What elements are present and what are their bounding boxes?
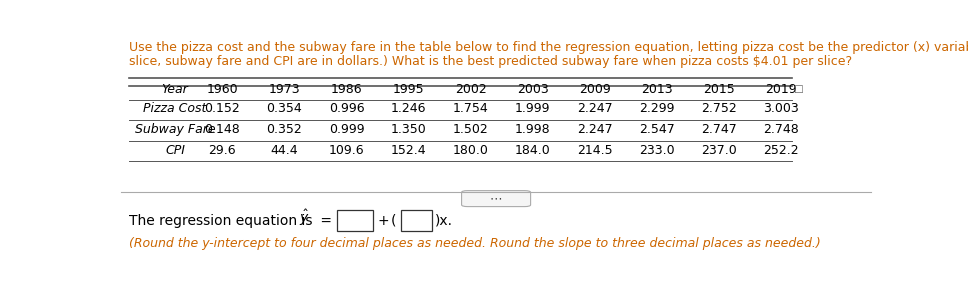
Text: 214.5: 214.5 (577, 144, 613, 157)
Text: 2013: 2013 (641, 83, 673, 95)
Text: 1.754: 1.754 (453, 102, 489, 115)
FancyBboxPatch shape (462, 191, 530, 207)
Text: 2.247: 2.247 (577, 102, 613, 115)
Text: 2003: 2003 (517, 83, 549, 95)
Text: 109.6: 109.6 (329, 144, 364, 157)
Text: Pizza Cost: Pizza Cost (143, 102, 207, 115)
Text: 0.352: 0.352 (266, 123, 302, 136)
Text: 2015: 2015 (703, 83, 735, 95)
Text: 2.247: 2.247 (577, 123, 613, 136)
Text: 2002: 2002 (455, 83, 487, 95)
Text: 233.0: 233.0 (639, 144, 675, 157)
Text: =: = (316, 213, 337, 227)
Text: 184.0: 184.0 (515, 144, 551, 157)
Text: 2009: 2009 (579, 83, 611, 95)
Text: 180.0: 180.0 (453, 144, 489, 157)
Text: 2.752: 2.752 (701, 102, 737, 115)
Text: (Round the y-intercept to four decimal places as needed. Round the slope to thre: (Round the y-intercept to four decimal p… (129, 237, 820, 250)
Text: 1.998: 1.998 (515, 123, 551, 136)
Text: 1960: 1960 (206, 83, 238, 95)
Text: 0.354: 0.354 (266, 102, 302, 115)
Text: 2019: 2019 (766, 83, 797, 95)
Text: 1986: 1986 (331, 83, 362, 95)
Text: )x.: )x. (435, 213, 453, 227)
Text: CPI: CPI (165, 144, 185, 157)
Text: Year: Year (162, 83, 189, 95)
Text: 44.4: 44.4 (271, 144, 298, 157)
Text: 2.748: 2.748 (764, 123, 799, 136)
Text: (: ( (391, 213, 397, 227)
Text: 237.0: 237.0 (701, 144, 737, 157)
Text: 1.502: 1.502 (453, 123, 489, 136)
Text: 1.999: 1.999 (515, 102, 551, 115)
Text: 2.747: 2.747 (701, 123, 737, 136)
Text: 3.003: 3.003 (764, 102, 799, 115)
Text: 1.246: 1.246 (391, 102, 426, 115)
Text: The regression equation is: The regression equation is (129, 213, 317, 227)
Text: 1.350: 1.350 (391, 123, 427, 136)
FancyBboxPatch shape (337, 210, 373, 231)
Text: $\hat{y}$: $\hat{y}$ (299, 208, 310, 228)
Text: 2.299: 2.299 (639, 102, 675, 115)
Text: 0.996: 0.996 (329, 102, 364, 115)
Text: 2.547: 2.547 (639, 123, 675, 136)
Text: +: + (378, 213, 389, 227)
Text: 29.6: 29.6 (208, 144, 236, 157)
Text: ⋯: ⋯ (490, 192, 502, 205)
Text: 0.148: 0.148 (204, 123, 240, 136)
Text: slice, subway fare and CPI are in dollars.) What is the best predicted subway fa: slice, subway fare and CPI are in dollar… (129, 55, 852, 68)
Text: 252.2: 252.2 (764, 144, 799, 157)
Text: 0.152: 0.152 (204, 102, 240, 115)
Text: 1973: 1973 (268, 83, 300, 95)
Text: Use the pizza cost and the subway fare in the table below to find the regression: Use the pizza cost and the subway fare i… (129, 41, 968, 54)
FancyBboxPatch shape (401, 210, 433, 231)
Text: 152.4: 152.4 (391, 144, 426, 157)
Text: Subway Fare: Subway Fare (135, 123, 215, 136)
Text: 1995: 1995 (393, 83, 424, 95)
Text: □: □ (793, 84, 802, 94)
Text: 0.999: 0.999 (329, 123, 364, 136)
